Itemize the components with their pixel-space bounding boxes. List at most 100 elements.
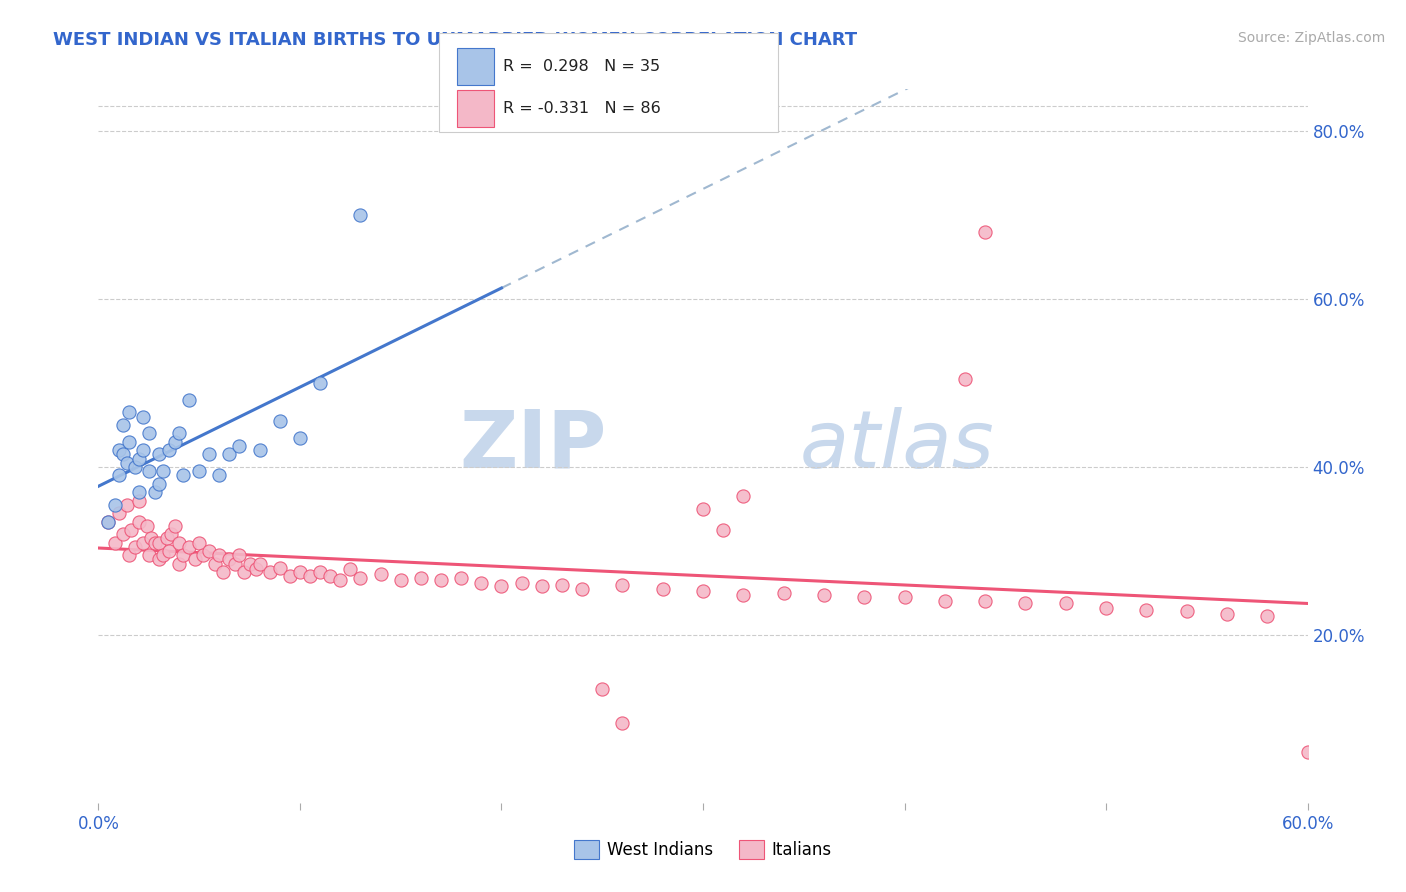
Legend: West Indians, Italians: West Indians, Italians: [568, 834, 838, 866]
Point: [167, 426, 190, 441]
Point: [97, 515, 120, 529]
Point: [132, 443, 155, 458]
Point: [651, 582, 673, 596]
Point: [370, 567, 392, 582]
Point: [1095, 601, 1118, 615]
Point: [111, 417, 134, 432]
Point: [148, 447, 170, 461]
Point: [152, 464, 174, 478]
Point: [269, 414, 291, 428]
Point: [228, 548, 250, 562]
Point: [138, 548, 160, 562]
Point: [198, 447, 221, 461]
Point: [349, 208, 371, 222]
Text: R = -0.331   N = 86: R = -0.331 N = 86: [503, 101, 661, 116]
Point: [103, 535, 125, 549]
Point: [772, 586, 794, 600]
Point: [249, 557, 271, 571]
Point: [107, 443, 129, 458]
Point: [143, 535, 166, 549]
Point: [1175, 604, 1198, 618]
Point: [278, 569, 301, 583]
Point: [245, 562, 267, 576]
Point: [329, 574, 352, 588]
Point: [118, 434, 141, 449]
Point: [299, 569, 322, 583]
Point: [591, 682, 613, 697]
Point: [224, 557, 246, 571]
Point: [389, 574, 412, 588]
Point: [288, 431, 311, 445]
Point: [157, 544, 180, 558]
Point: [1256, 609, 1278, 624]
Point: [167, 535, 190, 549]
Point: [239, 557, 262, 571]
Point: [612, 577, 634, 591]
Point: [711, 523, 734, 537]
Point: [208, 548, 231, 562]
Point: [97, 515, 120, 529]
Point: [139, 532, 162, 546]
Point: [259, 565, 281, 579]
Point: [974, 225, 997, 239]
Point: [132, 535, 155, 549]
Point: [692, 584, 714, 599]
Point: [156, 532, 179, 546]
Point: [470, 575, 492, 590]
Point: [172, 548, 194, 562]
Point: [148, 552, 170, 566]
Point: [232, 565, 254, 579]
Point: [143, 485, 166, 500]
Text: atlas: atlas: [800, 407, 994, 485]
Point: [179, 540, 201, 554]
Point: [269, 560, 291, 574]
Point: [1216, 607, 1239, 621]
Point: [111, 527, 134, 541]
Point: [733, 489, 755, 503]
Point: [160, 527, 183, 541]
Point: [1135, 603, 1157, 617]
Point: [148, 535, 170, 549]
Point: [450, 571, 472, 585]
Point: [853, 590, 876, 604]
Point: [228, 439, 250, 453]
Point: [138, 464, 160, 478]
Point: [288, 565, 311, 579]
Point: [530, 579, 553, 593]
Text: R =  0.298   N = 35: R = 0.298 N = 35: [503, 59, 661, 74]
Text: Source: ZipAtlas.com: Source: ZipAtlas.com: [1237, 31, 1385, 45]
Point: [1014, 596, 1036, 610]
Point: [124, 540, 146, 554]
Point: [118, 548, 141, 562]
Point: [157, 443, 180, 458]
Text: ZIP: ZIP: [458, 407, 606, 485]
Point: [103, 498, 125, 512]
Point: [551, 577, 574, 591]
Point: [124, 460, 146, 475]
Point: [120, 523, 142, 537]
Point: [188, 535, 211, 549]
Point: [172, 468, 194, 483]
Point: [733, 588, 755, 602]
Point: [309, 565, 332, 579]
Point: [571, 582, 593, 596]
Point: [612, 716, 634, 731]
Point: [430, 574, 453, 588]
Point: [128, 451, 150, 466]
Point: [893, 590, 915, 604]
Point: [218, 552, 240, 566]
Point: [198, 544, 221, 558]
Point: [218, 447, 240, 461]
Point: [510, 575, 533, 590]
Point: [953, 372, 976, 386]
Point: [163, 518, 186, 533]
Point: [409, 571, 432, 585]
Text: WEST INDIAN VS ITALIAN BIRTHS TO UNMARRIED WOMEN CORRELATION CHART: WEST INDIAN VS ITALIAN BIRTHS TO UNMARRI…: [53, 31, 858, 49]
Point: [118, 405, 141, 419]
Point: [1296, 746, 1319, 760]
Point: [692, 502, 714, 516]
Point: [184, 552, 207, 566]
Point: [115, 456, 138, 470]
Point: [319, 569, 342, 583]
Point: [107, 506, 129, 520]
